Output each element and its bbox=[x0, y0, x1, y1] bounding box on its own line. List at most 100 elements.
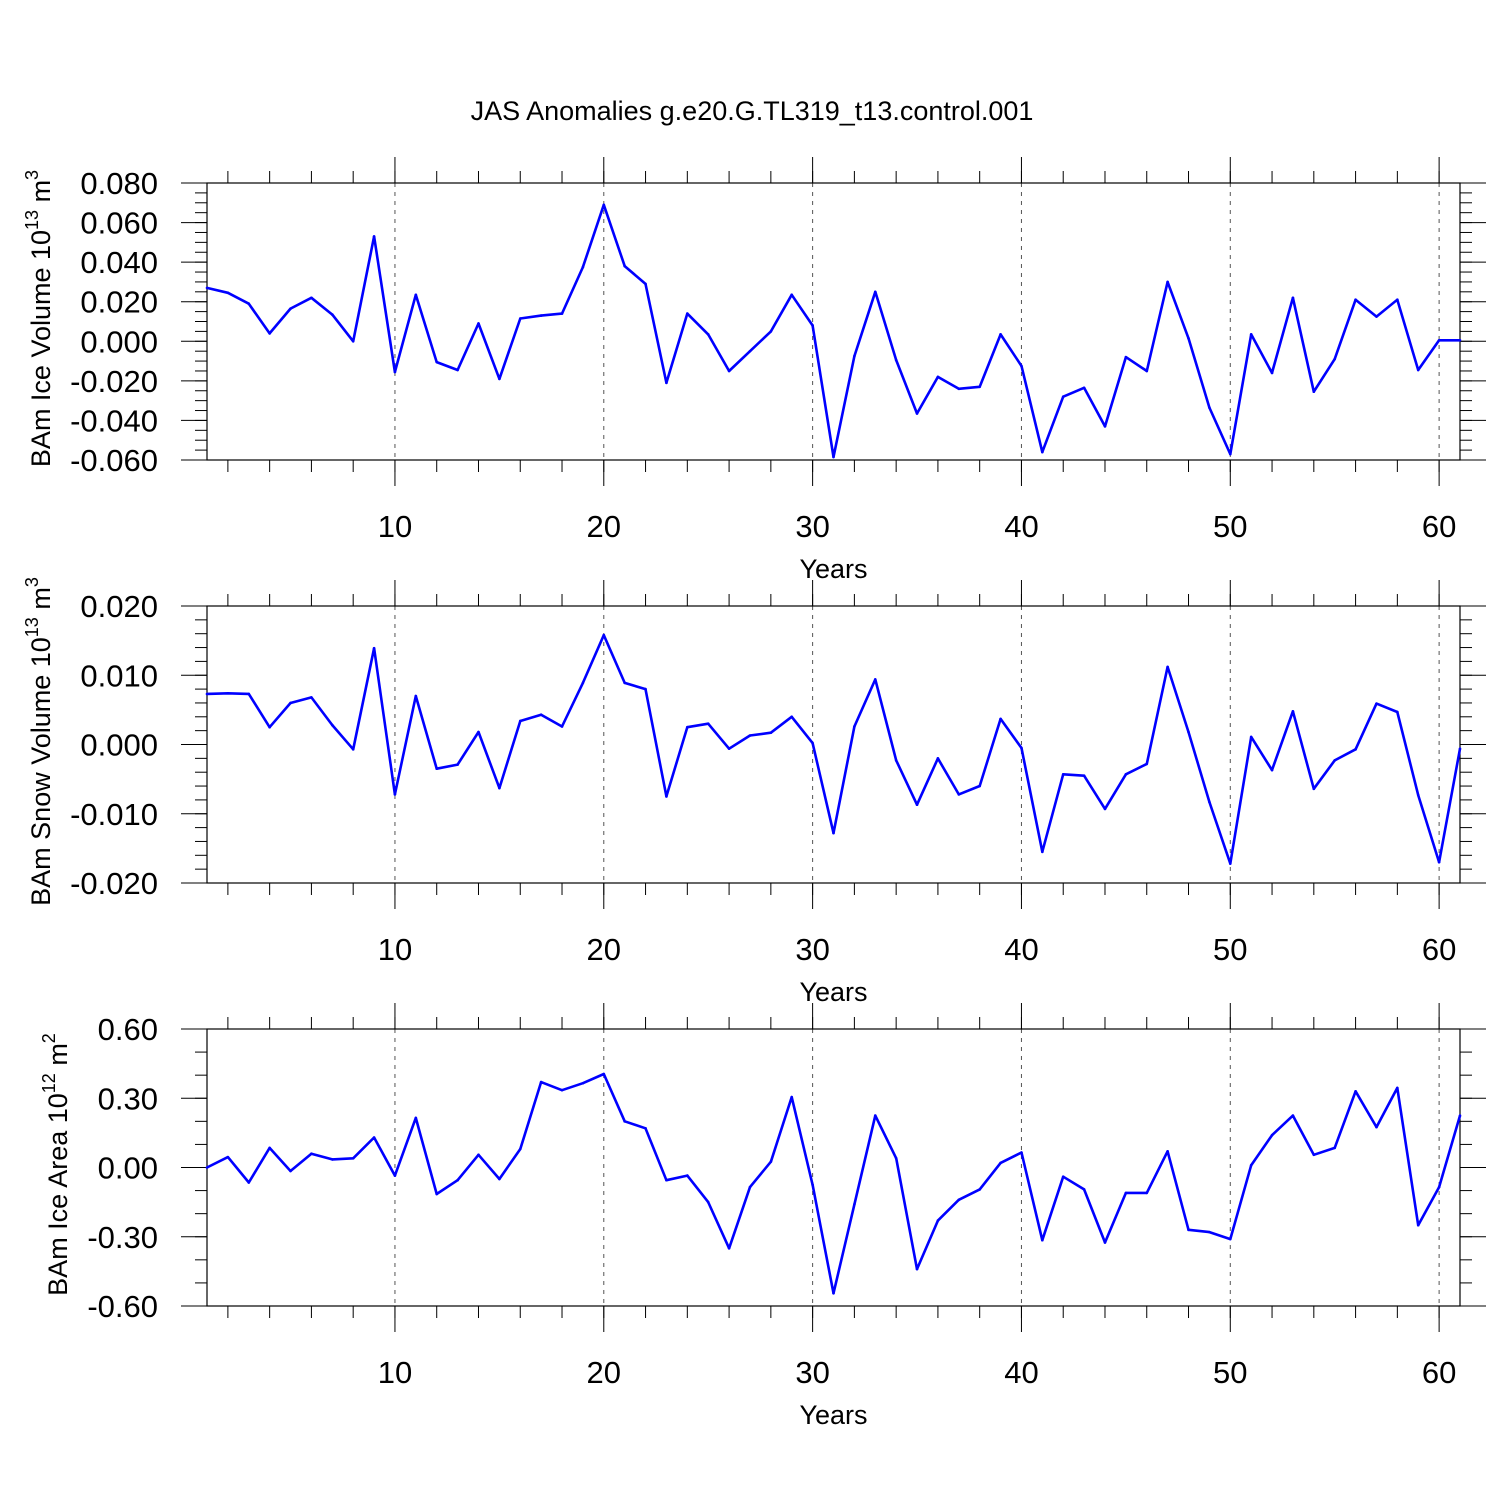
data-point bbox=[539, 1080, 543, 1084]
data-point bbox=[351, 1156, 355, 1160]
data-point bbox=[477, 322, 480, 325]
data-point bbox=[769, 1160, 773, 1164]
data-point bbox=[999, 333, 1002, 336]
plot-frame bbox=[206, 605, 1461, 884]
data-point bbox=[706, 1200, 710, 1204]
data-point bbox=[936, 375, 940, 379]
data-point bbox=[435, 1192, 439, 1196]
y-axis-label-exponent: 13 bbox=[22, 210, 42, 230]
data-point bbox=[790, 293, 794, 297]
data-point bbox=[1333, 1146, 1336, 1150]
data-point bbox=[1312, 1153, 1316, 1157]
data-point bbox=[1124, 772, 1128, 776]
data-point bbox=[1020, 364, 1023, 368]
data-point bbox=[1416, 1223, 1420, 1227]
data-point bbox=[456, 763, 459, 766]
data-point bbox=[518, 317, 522, 320]
data-point bbox=[1020, 746, 1023, 750]
data-point bbox=[811, 324, 814, 327]
data-point bbox=[1270, 768, 1274, 772]
x-tick-label: 50 bbox=[1213, 509, 1247, 544]
x-tick-label: 30 bbox=[795, 509, 829, 544]
data-point bbox=[748, 734, 752, 737]
y-tick-label: 0.060 bbox=[80, 206, 158, 241]
data-point bbox=[414, 1116, 418, 1120]
data-point bbox=[936, 1219, 940, 1222]
data-point bbox=[1437, 860, 1441, 864]
y-axis-label-exponent: 13 bbox=[22, 617, 42, 637]
data-point bbox=[853, 725, 856, 728]
data-point bbox=[978, 1188, 981, 1191]
data-point bbox=[1145, 762, 1149, 766]
x-axis-label: Years bbox=[799, 977, 867, 1007]
data-point bbox=[560, 1088, 564, 1092]
data-point bbox=[832, 831, 835, 835]
data-point bbox=[1249, 333, 1253, 336]
data-point bbox=[790, 715, 794, 719]
data-point bbox=[936, 757, 940, 760]
data-point bbox=[1437, 338, 1441, 342]
data-point bbox=[999, 1161, 1002, 1165]
y-axis-label-unit-exponent: 3 bbox=[22, 577, 42, 587]
data-point bbox=[247, 692, 251, 696]
data-point bbox=[957, 1198, 961, 1202]
data-point bbox=[727, 369, 731, 373]
data-point bbox=[1249, 735, 1253, 739]
y-tick-label: 0.080 bbox=[80, 166, 158, 201]
x-tick-label: 10 bbox=[378, 1355, 412, 1390]
x-tick-label: 40 bbox=[1004, 509, 1038, 544]
data-point bbox=[1103, 807, 1107, 811]
data-point bbox=[686, 312, 689, 315]
data-point bbox=[748, 1185, 752, 1189]
data-point bbox=[686, 1174, 689, 1177]
data-point bbox=[414, 694, 418, 698]
y-axis-label-unit-exponent: 3 bbox=[22, 170, 42, 180]
data-point bbox=[1312, 390, 1316, 394]
data-point bbox=[1458, 747, 1462, 750]
y-axis-label-unit: m bbox=[26, 587, 56, 617]
data-point bbox=[226, 1155, 230, 1159]
data-point bbox=[1124, 1191, 1128, 1195]
data-point bbox=[393, 370, 397, 374]
data-point bbox=[1061, 395, 1065, 398]
y-tick-label: -0.30 bbox=[87, 1220, 158, 1255]
data-point bbox=[1103, 425, 1107, 428]
data-point bbox=[1145, 1191, 1149, 1195]
data-point bbox=[1061, 1175, 1065, 1179]
data-point bbox=[706, 333, 710, 336]
data-point bbox=[727, 747, 731, 750]
data-point bbox=[1082, 386, 1086, 390]
data-point bbox=[1228, 452, 1232, 456]
y-tick-label: -0.60 bbox=[87, 1289, 158, 1324]
data-point bbox=[205, 692, 209, 696]
data-point bbox=[873, 290, 877, 294]
panel-3: -0.60 -0.30 0.00 0.30 0.60 10 20 30 40 50 60 Years B… bbox=[39, 1003, 1486, 1430]
data-point bbox=[644, 1126, 647, 1130]
panel-1: -0.060 -0.040 -0.020 0.000 0.020 0.040 0.060 0.… bbox=[22, 157, 1486, 584]
data-point bbox=[894, 759, 898, 762]
data-point bbox=[1208, 1230, 1211, 1234]
data-point bbox=[999, 717, 1002, 721]
data-point bbox=[310, 296, 313, 300]
y-tick-label: 0.010 bbox=[80, 658, 158, 693]
data-point bbox=[289, 1169, 292, 1173]
x-tick-label: 40 bbox=[1004, 1355, 1038, 1390]
data-point bbox=[623, 681, 626, 685]
data-point bbox=[602, 1072, 606, 1076]
data-point bbox=[727, 1246, 731, 1250]
data-point bbox=[665, 1178, 668, 1182]
data-point bbox=[1249, 1163, 1253, 1167]
data-point bbox=[665, 381, 668, 385]
data-point bbox=[1354, 748, 1357, 751]
data-point bbox=[623, 264, 626, 268]
y-tick-label: 0.040 bbox=[80, 245, 158, 280]
data-point bbox=[1375, 1125, 1378, 1129]
data-point bbox=[518, 1147, 522, 1151]
data-point bbox=[581, 265, 585, 269]
data-point bbox=[1354, 298, 1357, 302]
data-point bbox=[1375, 315, 1378, 318]
data-point bbox=[289, 701, 292, 705]
data-point bbox=[1187, 1228, 1190, 1232]
data-point bbox=[1270, 1133, 1274, 1137]
